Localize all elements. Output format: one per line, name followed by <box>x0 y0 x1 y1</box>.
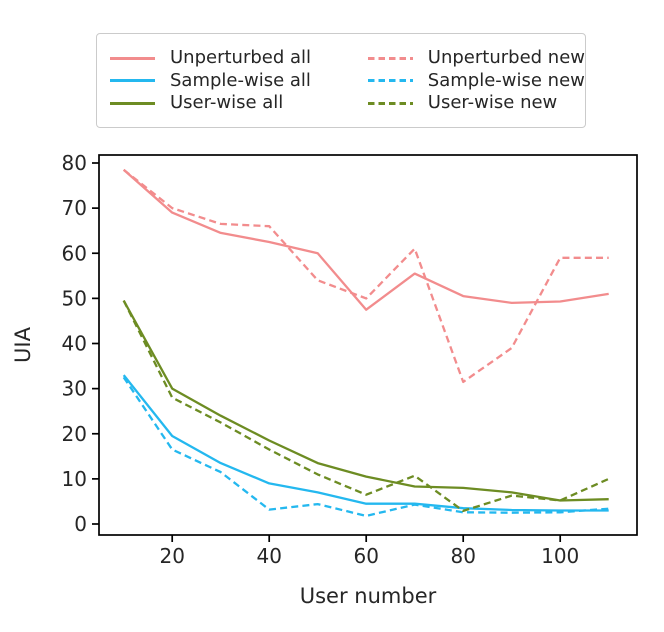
y-tick-label: 70 <box>62 196 87 220</box>
legend-entry-unperturbed-new: Unperturbed new <box>367 47 585 69</box>
y-tick-label: 50 <box>62 286 87 310</box>
legend: Unperturbed all Sample-wise all User-wis… <box>96 33 586 128</box>
legend-entry-user-wise-all: User-wise all <box>110 92 368 114</box>
legend-entry-sample-wise-new: Sample-wise new <box>367 69 585 92</box>
dashed-line-swatch-icon <box>367 56 413 60</box>
x-tick-label: 100 <box>541 544 579 568</box>
y-tick-label: 60 <box>62 241 87 265</box>
solid-line-swatch-icon <box>110 56 155 60</box>
y-axis-label: UIA <box>11 326 35 363</box>
legend-entry-unperturbed-all: Unperturbed all <box>110 47 368 69</box>
y-tick-label: 80 <box>62 151 87 175</box>
solid-line-swatch-icon <box>110 101 155 105</box>
y-tick-label: 0 <box>74 512 87 536</box>
series-line-unperturbed-new <box>122 168 609 384</box>
y-tick-label: 20 <box>62 422 87 446</box>
legend-label: User-wise new <box>427 92 558 113</box>
legend-column-new: Unperturbed new Sample-wise new User-wis… <box>367 47 585 114</box>
series-line-user-wise-new <box>122 300 610 513</box>
x-axis-label: User number <box>300 584 437 608</box>
legend-entry-user-wise-new: User-wise new <box>367 92 585 114</box>
legend-label: Unperturbed new <box>427 47 585 68</box>
y-tick-label: 40 <box>62 332 87 356</box>
x-tick-label: 80 <box>450 544 475 568</box>
solid-line-swatch-icon <box>110 79 155 82</box>
legend-label: User-wise all <box>170 92 284 113</box>
y-tick-label: 10 <box>62 467 87 491</box>
series-line-user-wise-all <box>122 300 609 502</box>
x-tick-label: 40 <box>256 544 281 568</box>
legend-label: Sample-wise all <box>170 69 311 91</box>
legend-label: Sample-wise new <box>427 69 585 91</box>
y-tick-label: 30 <box>62 377 87 401</box>
series-line-sample-wise-all <box>122 374 609 512</box>
legend-label: Unperturbed all <box>170 47 312 68</box>
legend-entry-sample-wise-all: Sample-wise all <box>110 70 368 92</box>
series-line-sample-wise-new <box>122 376 609 518</box>
dashed-line-swatch-icon <box>367 79 413 82</box>
x-tick-label: 20 <box>159 544 184 568</box>
plot-border <box>98 154 638 536</box>
legend-column-all: Unperturbed all Sample-wise all User-wis… <box>110 47 368 114</box>
x-tick-label: 60 <box>353 544 378 568</box>
series-line-unperturbed-all <box>122 168 609 311</box>
dashed-line-swatch-icon <box>367 101 413 105</box>
